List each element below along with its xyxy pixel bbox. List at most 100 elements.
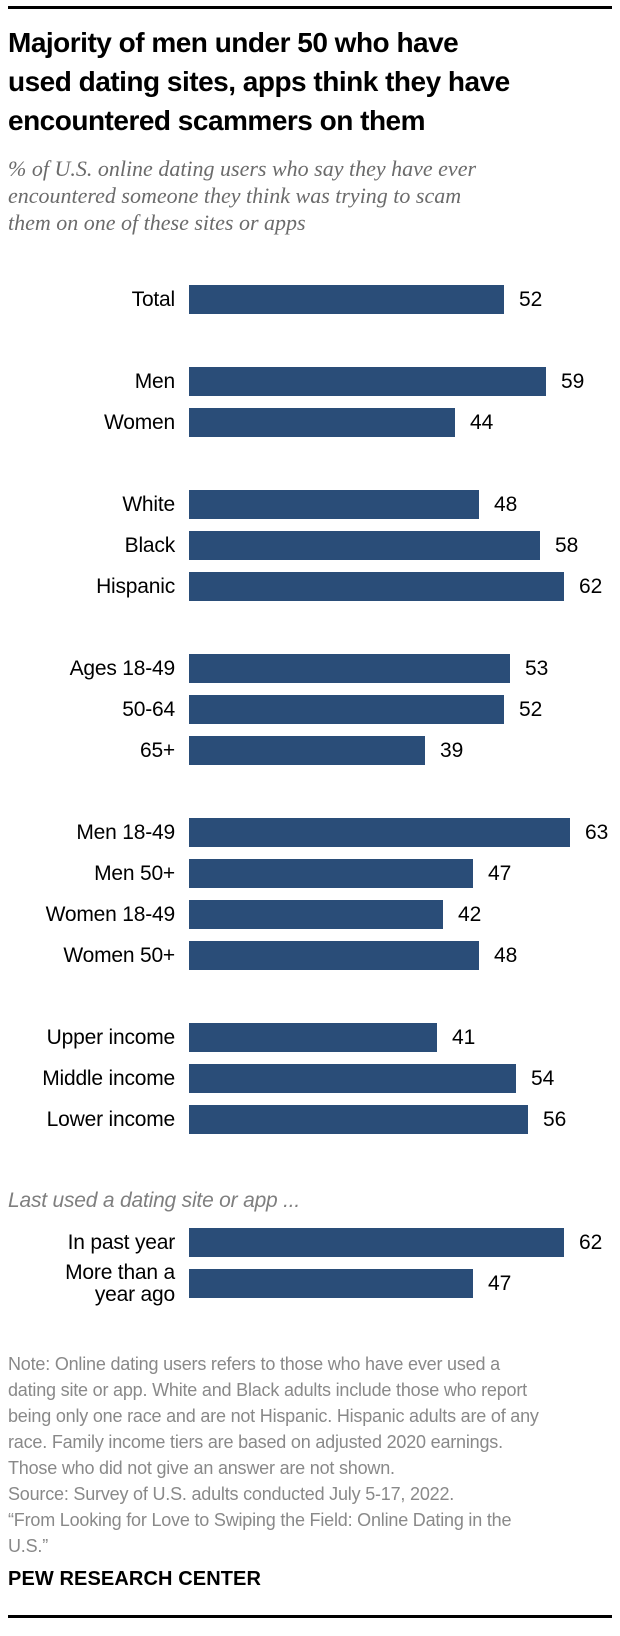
bar [189,941,479,970]
bar-row: Lower income 56 [8,1105,612,1134]
bar-group: Total 52 [8,285,612,314]
bar-area: 39 [189,736,612,765]
bar-group: White 48 Black 58 Hispanic 62 [8,490,612,601]
bar [189,1023,437,1052]
bar-row: White 48 [8,490,612,519]
bar [189,1228,564,1257]
bar-value: 39 [440,738,464,762]
bar-group: Men 59 Women 44 [8,367,612,437]
bar-area: 56 [189,1105,612,1134]
bar-label: Men [134,369,175,393]
bar [189,367,546,396]
bar-row: Men 50+ 47 [8,859,612,888]
bar-label: 65+ [139,738,175,762]
bar-value: 48 [494,492,518,516]
bar-row: Black 58 [8,531,612,560]
bar-label: More than a year ago [65,1260,175,1306]
bar [189,285,504,314]
bar-value: 44 [470,410,494,434]
bar-group: Men 18-49 63 Men 50+ 47 Women 18-49 42 W… [8,818,612,970]
bar [189,859,473,888]
bar-area: 63 [189,818,612,847]
bar-area: 47 [189,1269,612,1298]
bar-row: In past year 62 [8,1228,612,1257]
bar-value: 52 [519,287,543,311]
group-heading: Last used a dating site or app ... [8,1189,301,1212]
bar-chart: Total 52 Men 59 Women 44 White 48 Black … [8,285,612,1305]
bar-value: 48 [494,943,518,967]
org-name: PEW RESEARCH CENTER [8,1568,262,1590]
footnotes: Note: Online dating users refers to thos… [8,1351,612,1559]
bar-row: 50-64 52 [8,695,612,724]
bar-label: Total [131,287,176,311]
bar-area: 59 [189,367,612,396]
bar-area: 42 [189,900,612,929]
bar-row: Men 18-49 63 [8,818,612,847]
bar-label: Hispanic [96,574,175,598]
bar-label: Women [104,410,175,434]
bar-label: Ages 18-49 [69,656,176,680]
bar-value: 52 [519,697,543,721]
bar-group: Last used a dating site or app ... In pa… [8,1187,612,1305]
bar-row: Men 59 [8,367,612,396]
bar-value: 59 [561,369,585,393]
bar-row: Middle income 54 [8,1064,612,1093]
bar-group: Upper income 41 Middle income 54 Lower i… [8,1023,612,1134]
bar-label: Women 18-49 [45,902,176,926]
bar-label: 50-64 [122,697,175,721]
bar-row: 65+ 39 [8,736,612,765]
bar-label: Men 50+ [94,861,175,885]
note-text: Note: Online dating users refers to thos… [8,1354,539,1478]
bar-row: Total 52 [8,285,612,314]
bar-area: 52 [189,695,612,724]
bar-value: 54 [531,1066,555,1090]
top-divider [8,6,612,9]
bar [189,736,425,765]
bar-value: 56 [543,1107,567,1131]
bar-value: 62 [579,1230,603,1254]
chart-title: Majority of men under 50 who have used d… [8,27,510,136]
bar-area: 41 [189,1023,612,1052]
bar [189,531,540,560]
bar-area: 62 [189,572,612,601]
bar-area: 53 [189,654,612,683]
bar [189,818,570,847]
bar [189,1105,528,1134]
bar-row: Women 50+ 48 [8,941,612,970]
bar-area: 58 [189,531,612,560]
bar-area: 62 [189,1228,612,1257]
bar-value: 63 [585,820,609,844]
bar [189,654,510,683]
bar [189,1064,516,1093]
bar-label: Men 18-49 [76,820,175,844]
bar-label: Lower income [46,1107,176,1131]
bar-label: Women 50+ [63,943,175,967]
bar-value: 53 [525,656,549,680]
bar-group: Ages 18-49 53 50-64 52 65+ 39 [8,654,612,765]
bar-value: 42 [458,902,482,926]
bar-value: 47 [488,1271,512,1295]
bar [189,572,564,601]
bar-value: 58 [555,533,579,557]
bar [189,1269,473,1298]
bottom-divider [8,1615,612,1618]
source-text: Source: Survey of U.S. adults conducted … [8,1484,455,1504]
chart-subtitle: % of U.S. online dating users who say th… [8,156,477,235]
bar-row: More than a year ago 47 [8,1261,612,1305]
bar-row: Women 44 [8,408,612,437]
bar-value: 41 [452,1025,476,1049]
bar-value: 62 [579,574,603,598]
bar-label: Middle income [42,1066,175,1090]
bar-value: 47 [488,861,512,885]
bar-area: 47 [189,859,612,888]
bar-label: Upper income [46,1025,176,1049]
bar-area: 44 [189,408,612,437]
bar [189,900,443,929]
bar [189,490,479,519]
report-title-text: “From Looking for Love to Swiping the Fi… [8,1510,512,1556]
bar-row: Women 18-49 42 [8,900,612,929]
bar-area: 48 [189,490,612,519]
bar-row: Hispanic 62 [8,572,612,601]
bar-label: White [122,492,175,516]
